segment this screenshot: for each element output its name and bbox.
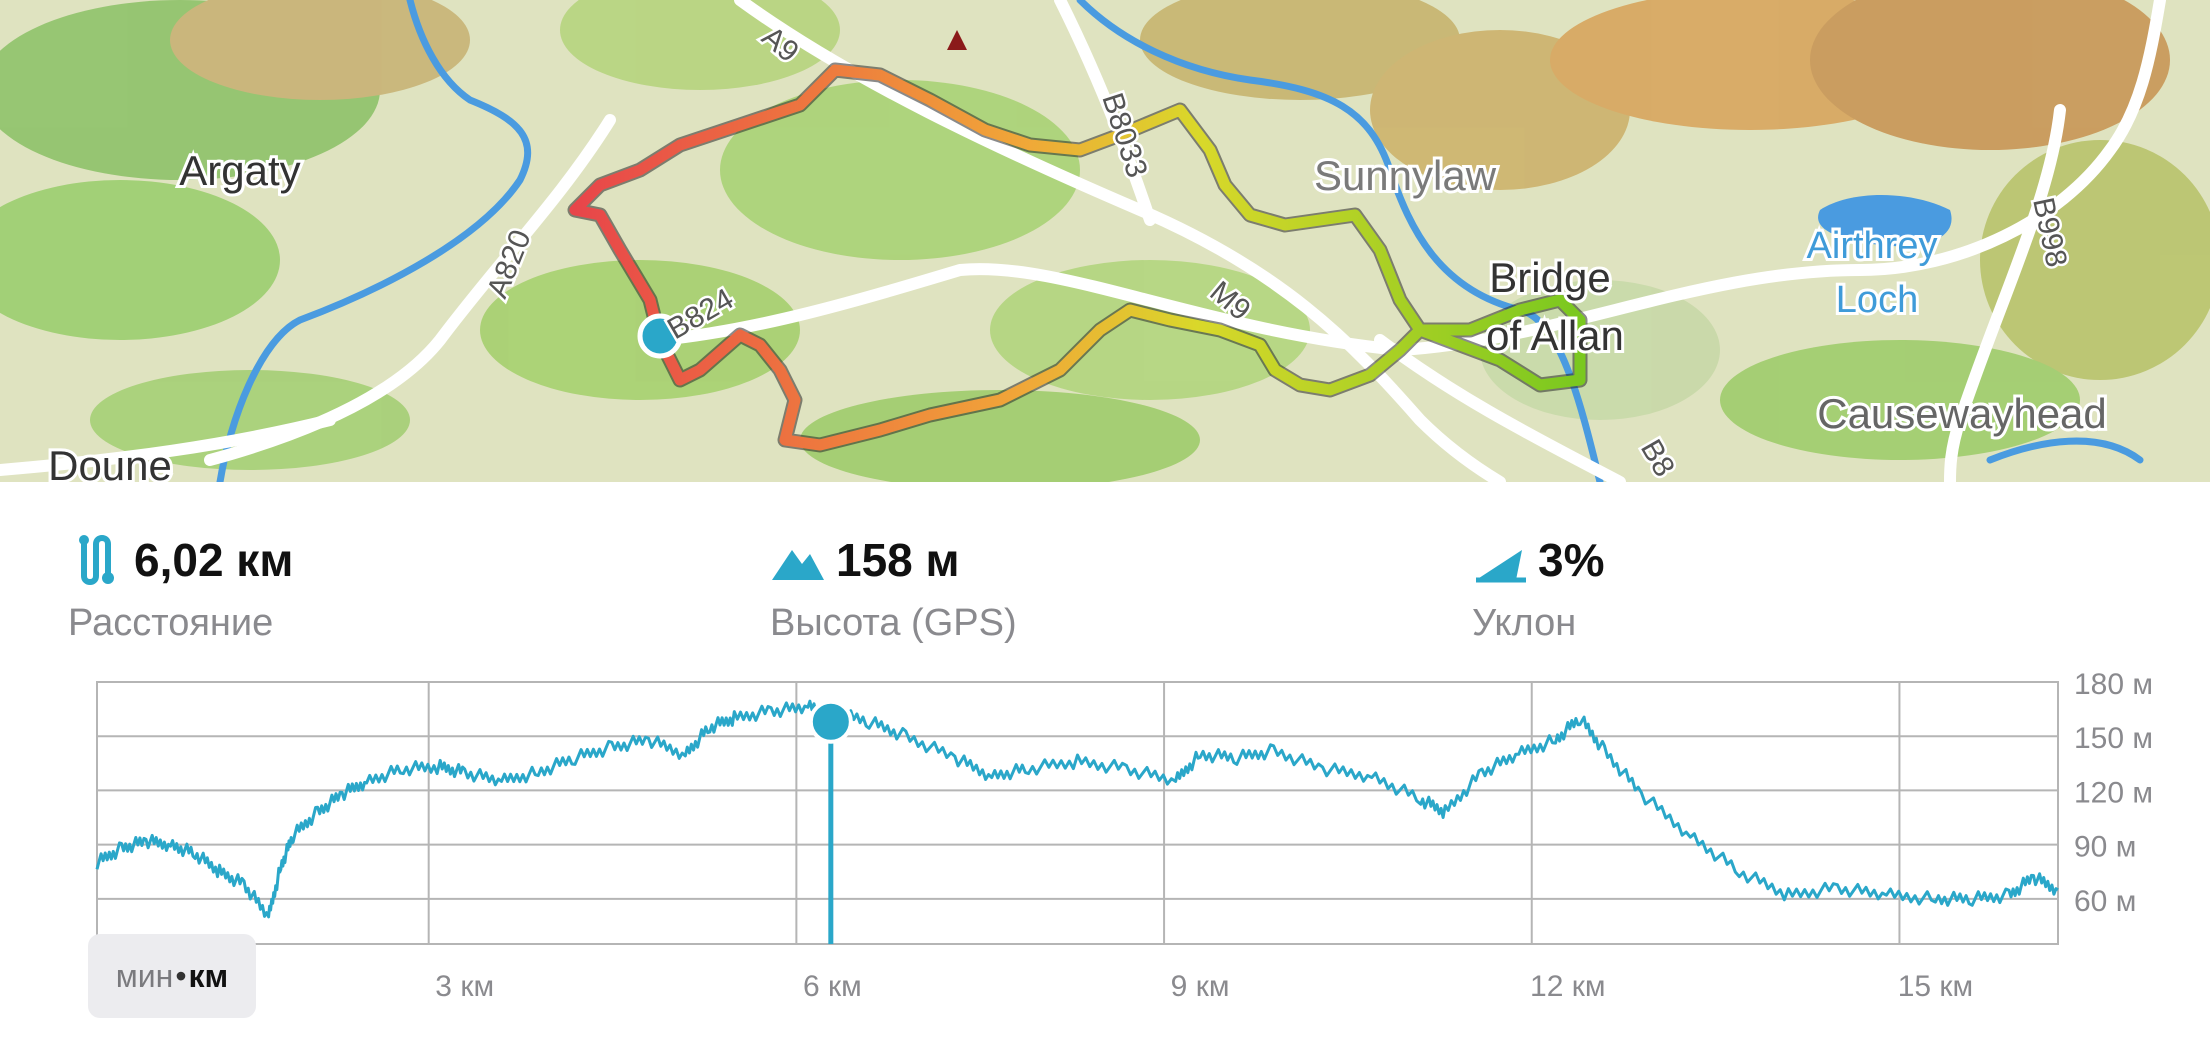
map-view[interactable]: Argaty Doune Sunnylaw Bridge of Allan Ai… xyxy=(0,0,2210,482)
peak-icon xyxy=(947,30,967,50)
stat-distance: 6,02 км Расстояние xyxy=(68,528,293,645)
label-loch: Loch xyxy=(1836,279,1918,321)
stat-grade: 3% Уклон xyxy=(1472,528,1604,645)
road-lines xyxy=(0,0,2166,482)
label-of-allan: of Allan xyxy=(1486,312,1624,359)
y-tick-label: 90 м xyxy=(2074,831,2136,864)
y-tick-label: 120 м xyxy=(2074,776,2153,809)
place-labels: Argaty Doune Sunnylaw Bridge of Allan Ai… xyxy=(45,144,2110,482)
route-track[interactable] xyxy=(569,64,1586,451)
position-marker[interactable] xyxy=(637,313,683,359)
y-tick-label: 150 м xyxy=(2074,722,2153,755)
toggle-separator: • xyxy=(175,957,187,994)
y-tick-label: 180 м xyxy=(2074,668,2153,701)
y-tick-label: 60 м xyxy=(2074,885,2136,918)
unit-toggle[interactable]: мин • км xyxy=(88,934,256,1018)
x-tick-label: 3 км xyxy=(435,970,494,1003)
distance-label: Расстояние xyxy=(68,602,274,644)
route-icon xyxy=(68,532,124,588)
toggle-min[interactable]: мин xyxy=(115,957,174,994)
grade-label: Уклон xyxy=(1472,602,1577,644)
river-lines xyxy=(216,0,2144,482)
x-tick-label: 9 км xyxy=(1171,970,1230,1003)
map-canvas[interactable]: Argaty Doune Sunnylaw Bridge of Allan Ai… xyxy=(0,0,2210,482)
mountain-icon xyxy=(770,532,826,588)
x-tick-label: 15 км xyxy=(1898,970,1973,1003)
toggle-km[interactable]: км xyxy=(188,957,229,994)
altitude-label: Высота (GPS) xyxy=(770,602,1017,644)
loch-water xyxy=(1818,195,1952,247)
label-argaty: Argaty xyxy=(179,147,300,194)
label-airthrey: Airthrey xyxy=(1807,225,1938,267)
x-tick-label: 6 км xyxy=(803,970,862,1003)
altitude-value: 158 м xyxy=(836,534,960,586)
x-tick-label: 12 км xyxy=(1530,970,1605,1003)
label-causewayhead: Causewayhead xyxy=(1817,390,2107,437)
distance-value: 6,02 км xyxy=(134,534,294,586)
elevation-chart[interactable]: 180 м 150 м 120 м 90 м 60 м 3 км 6 км 9 км 12 км… xyxy=(0,660,2210,1038)
grade-value: 3% xyxy=(1538,534,1605,586)
elevation-chart-svg[interactable]: 180 м 150 м 120 м 90 м 60 м 3 км 6 км 9 км 12 км… xyxy=(0,660,2210,1038)
cursor-handle[interactable] xyxy=(808,699,853,744)
slope-icon xyxy=(1472,532,1528,588)
label-bridge: Bridge xyxy=(1489,254,1610,301)
chart-frame xyxy=(96,681,2059,945)
stat-altitude: 158 м Высота (GPS) xyxy=(770,528,1017,645)
label-doune: Doune xyxy=(48,442,172,482)
label-sunnylaw: Sunnylaw xyxy=(1314,152,1497,199)
elevation-line xyxy=(95,699,2059,919)
